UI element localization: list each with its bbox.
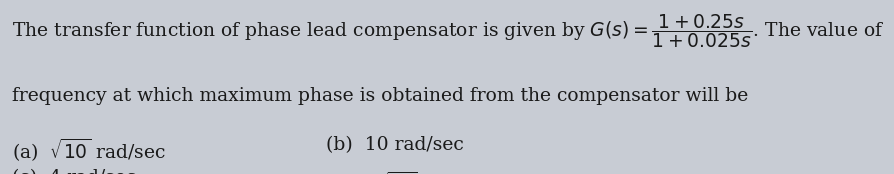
Text: (d)  $4\sqrt{10}$ rad/sec: (d) $4\sqrt{10}$ rad/sec xyxy=(326,169,493,174)
Text: The transfer function of phase lead compensator is given by $G(s) = \dfrac{1+0.2: The transfer function of phase lead comp… xyxy=(12,12,884,50)
Text: (b)  10 rad/sec: (b) 10 rad/sec xyxy=(326,136,464,154)
Text: frequency at which maximum phase is obtained from the compensator will be: frequency at which maximum phase is obta… xyxy=(12,87,748,105)
Text: (a)  $\sqrt{10}$ rad/sec: (a) $\sqrt{10}$ rad/sec xyxy=(12,136,165,163)
Text: (c)  4 rad/sec: (c) 4 rad/sec xyxy=(12,169,136,174)
